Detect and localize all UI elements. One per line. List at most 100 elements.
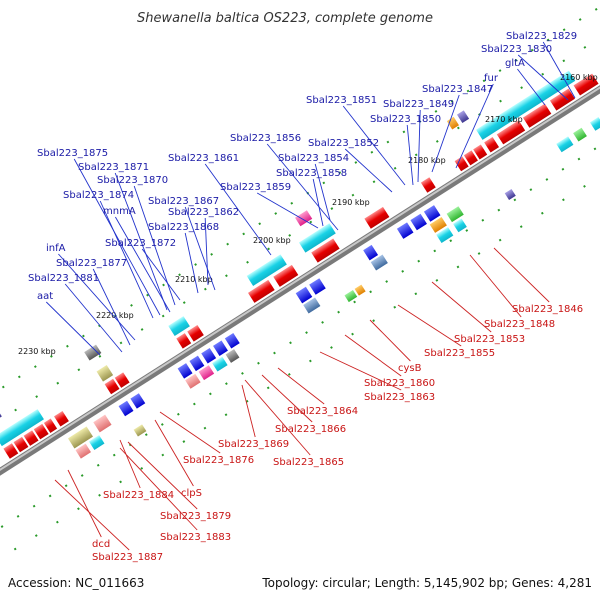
tick-label-2180-kbp: 2180 kbp xyxy=(408,156,446,165)
tick-label-2170-kbp: 2170 kbp xyxy=(485,115,523,124)
gene-label-fur[interactable]: fur xyxy=(484,73,499,84)
leader-line-sbal223-1853 xyxy=(431,281,492,333)
leader-line-aat xyxy=(45,301,101,356)
gene-label-sbal223-1874[interactable]: Sbal223_1874 xyxy=(63,190,134,201)
gene-label-sbal223-1846[interactable]: Sbal223_1846 xyxy=(512,304,583,315)
gene-label-sbal223-1829[interactable]: Sbal223_1829 xyxy=(506,31,577,42)
leader-line-sbal223-1858 xyxy=(312,178,324,227)
leader-line-sbal223-1866 xyxy=(261,374,313,423)
gene-label-sbal223-1860[interactable]: Sbal223_1860 xyxy=(364,378,435,389)
gene-label-aat[interactable]: aat xyxy=(37,291,53,302)
tick-label-2230-kbp: 2230 kbp xyxy=(18,347,56,356)
gene-label-sbal223-1854[interactable]: Sbal223_1854 xyxy=(278,153,349,164)
leader-line-sbal223-1856 xyxy=(266,143,339,231)
mid-dotted-track xyxy=(0,1,600,493)
inner-dotted-track xyxy=(0,100,600,591)
gene-label-sbal223-1850[interactable]: Sbal223_1850 xyxy=(370,114,441,125)
leader-line-sbal223-1863 xyxy=(319,351,402,391)
gene-label-mnma[interactable]: mnmA xyxy=(103,206,136,217)
gene-label-clps[interactable]: clpS xyxy=(181,488,202,499)
gene-label-sbal223-1861[interactable]: Sbal223_1861 xyxy=(168,153,239,164)
gene-label-sbal223-1875[interactable]: Sbal223_1875 xyxy=(37,148,108,159)
leader-line-sbal223-1849 xyxy=(417,109,421,183)
gene-label-sbal223-1881[interactable]: Sbal223_1881 xyxy=(28,273,99,284)
tick-label-2190-kbp: 2190 kbp xyxy=(332,198,370,207)
backbone-highlight xyxy=(0,42,600,528)
leader-line-sbal223-1854 xyxy=(314,163,331,221)
gene-label-sbal223-1876[interactable]: Sbal223_1876 xyxy=(183,455,254,466)
gene-label-cysb[interactable]: cysB xyxy=(398,363,422,374)
leader-line-sbal223-1879 xyxy=(127,441,198,510)
leader-line-sbal223-1850 xyxy=(406,124,414,186)
leader-line-sbal223-1865 xyxy=(244,379,311,456)
gene-label-sbal223-1859[interactable]: Sbal223_1859 xyxy=(220,182,291,193)
forward-gene-leader-lines: Sbal223_1829Sbal223_1830gltAfurSbal223_1… xyxy=(28,31,577,356)
leader-line-sbal223-1884 xyxy=(119,439,141,489)
gene-label-sbal223-1877[interactable]: Sbal223_1877 xyxy=(56,258,127,269)
gene-label-sbal223-1858[interactable]: Sbal223_1858 xyxy=(276,168,347,179)
gene-label-sbal223-1884[interactable]: Sbal223_1884 xyxy=(103,490,174,501)
leader-line-sbal223-1861 xyxy=(204,163,272,256)
leader-line-infa xyxy=(58,253,136,341)
tick-label-2210-kbp: 2210 kbp xyxy=(175,275,213,284)
gene-label-sbal223-1871[interactable]: Sbal223_1871 xyxy=(78,162,149,173)
tick-label-2200-kbp: 2200 kbp xyxy=(253,236,291,245)
leader-line-sbal223-1855 xyxy=(397,304,462,347)
gene-label-sbal223-1879[interactable]: Sbal223_1879 xyxy=(160,511,231,522)
leader-line-sbal223-1874 xyxy=(99,200,154,319)
leader-line-sbal223-1872 xyxy=(141,248,181,301)
leader-line-sbal223-1851 xyxy=(342,105,406,186)
leader-line-sbal223-1860 xyxy=(344,334,402,377)
leader-line-sbal223-1859 xyxy=(256,192,319,229)
leader-line-sbal223-1871 xyxy=(114,172,168,311)
gene-label-sbal223-1883[interactable]: Sbal223_1883 xyxy=(160,532,231,543)
gene-label-sbal223-1868[interactable]: Sbal223_1868 xyxy=(148,222,219,233)
gene-label-sbal223-1887[interactable]: Sbal223_1887 xyxy=(92,552,163,563)
leader-line-sbal223-1830 xyxy=(517,54,569,101)
gene-label-sbal223-1847[interactable]: Sbal223_1847 xyxy=(422,84,493,95)
leader-line-sbal223-1877 xyxy=(92,268,131,346)
gene-label-sbal223-1863[interactable]: Sbal223_1863 xyxy=(364,392,435,403)
gene-label-glta[interactable]: gltA xyxy=(505,58,525,69)
gene-label-sbal223-1849[interactable]: Sbal223_1849 xyxy=(383,99,454,110)
accession-label: Accession: NC_011663 xyxy=(8,576,144,590)
gene-label-sbal223-1852[interactable]: Sbal223_1852 xyxy=(308,138,379,149)
gene-label-sbal223-1872[interactable]: Sbal223_1872 xyxy=(105,238,176,249)
gene-label-sbal223-1869[interactable]: Sbal223_1869 xyxy=(218,439,289,450)
forward-strand-features xyxy=(0,70,599,459)
gene-label-sbal223-1830[interactable]: Sbal223_1830 xyxy=(481,44,552,55)
gene-label-dcd[interactable]: dcd xyxy=(92,539,110,550)
leader-line-sbal223-1847 xyxy=(431,94,460,173)
gene-label-sbal223-1851[interactable]: Sbal223_1851 xyxy=(306,95,377,106)
leader-line-sbal223-1867 xyxy=(184,206,216,291)
gene-label-sbal223-1864[interactable]: Sbal223_1864 xyxy=(287,406,358,417)
gene-label-infa[interactable]: infA xyxy=(46,243,66,254)
leader-line-sbal223-1870 xyxy=(133,185,176,306)
gene-label-sbal223-1853[interactable]: Sbal223_1853 xyxy=(454,334,525,345)
leader-line-sbal223-1846 xyxy=(493,247,550,303)
leader-line-glta xyxy=(517,68,546,106)
leader-line-clps xyxy=(154,419,194,487)
gene-label-sbal223-1855[interactable]: Sbal223_1855 xyxy=(424,348,495,359)
tick-label-2160-kbp: 2160 kbp xyxy=(560,73,598,82)
leader-line-sbal223-1887 xyxy=(54,479,130,551)
gene-label-sbal223-1856[interactable]: Sbal223_1856 xyxy=(230,133,301,144)
leader-line-sbal223-1829 xyxy=(542,41,576,99)
genome-track: 2160 kbp 2170 kbp 2180 kbp 2190 kbp 2200 kbp… xyxy=(0,0,600,591)
reverse-gene-leader-lines: Sbal223_1846 Sbal223_1848 Sbal223_1853 Sbal… xyxy=(54,247,583,563)
leader-line-mnma xyxy=(115,216,171,313)
gene-label-sbal223-1862[interactable]: Sbal223_1862 xyxy=(168,207,239,218)
gene-label-sbal223-1865[interactable]: Sbal223_1865 xyxy=(273,457,344,468)
leader-line-sbal223-1848 xyxy=(469,254,522,318)
gene-label-sbal223-1848[interactable]: Sbal223_1848 xyxy=(484,319,555,330)
leader-line-sbal223-1876 xyxy=(159,411,221,454)
leader-line-sbal223-1868 xyxy=(184,232,199,294)
leader-line-sbal223-1869 xyxy=(241,384,256,438)
topology-label: Topology: circular; Length: 5,145,902 bp… xyxy=(261,576,592,590)
gene-label-sbal223-1870[interactable]: Sbal223_1870 xyxy=(97,175,168,186)
gene-label-sbal223-1866[interactable]: Sbal223_1866 xyxy=(275,424,346,435)
gene-label-sbal223-1867[interactable]: Sbal223_1867 xyxy=(148,196,219,207)
leader-line-sbal223-1881 xyxy=(64,283,123,353)
